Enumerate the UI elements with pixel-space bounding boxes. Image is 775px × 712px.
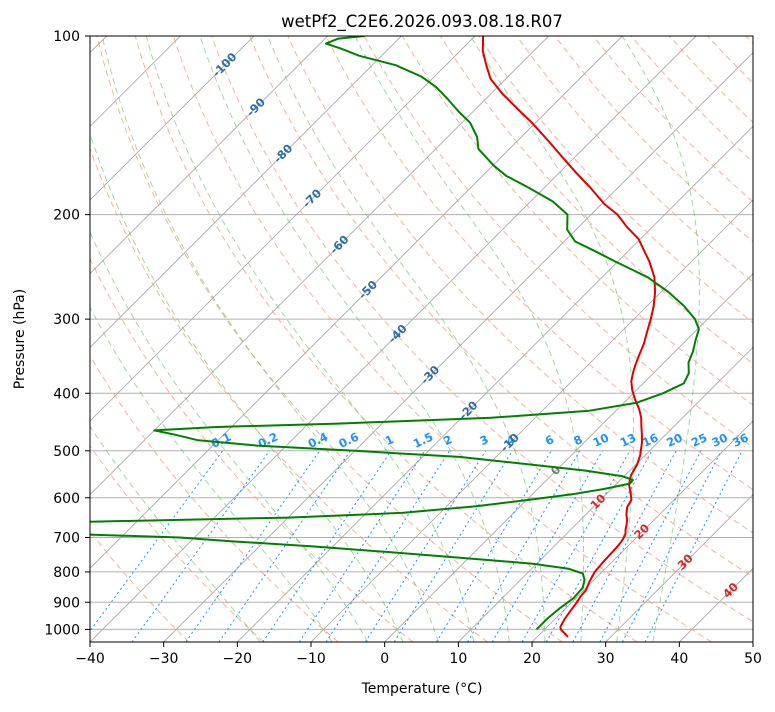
x-tick-label: 0 <box>380 651 389 667</box>
x-tick-label: 30 <box>597 651 615 667</box>
x-tick-label: 50 <box>744 651 762 667</box>
y-tick-label: 400 <box>53 386 80 402</box>
x-tick-label: 40 <box>670 651 688 667</box>
y-tick-label: 1000 <box>44 622 80 638</box>
y-tick-label: 700 <box>53 531 80 547</box>
x-tick-label: −20 <box>223 651 253 667</box>
y-axis-label: Pressure (hPa) <box>12 289 28 389</box>
x-tick-label: −30 <box>149 651 179 667</box>
y-tick-label: 800 <box>53 565 80 581</box>
y-tick-label: 600 <box>53 491 80 507</box>
y-tick-label: 100 <box>53 29 80 45</box>
chart-title: wetPf2_C2E6.2026.093.08.18.R07 <box>281 12 563 32</box>
x-tick-label: −10 <box>296 651 326 667</box>
y-tick-label: 300 <box>53 312 80 328</box>
y-tick-label: 500 <box>53 444 80 460</box>
x-tick-label: −40 <box>75 651 105 667</box>
x-tick-label: 10 <box>449 651 467 667</box>
y-tick-label: 200 <box>53 208 80 224</box>
y-tick-label: 900 <box>53 595 80 611</box>
x-axis-label: Temperature (°C) <box>361 681 483 697</box>
x-tick-label: 20 <box>523 651 541 667</box>
